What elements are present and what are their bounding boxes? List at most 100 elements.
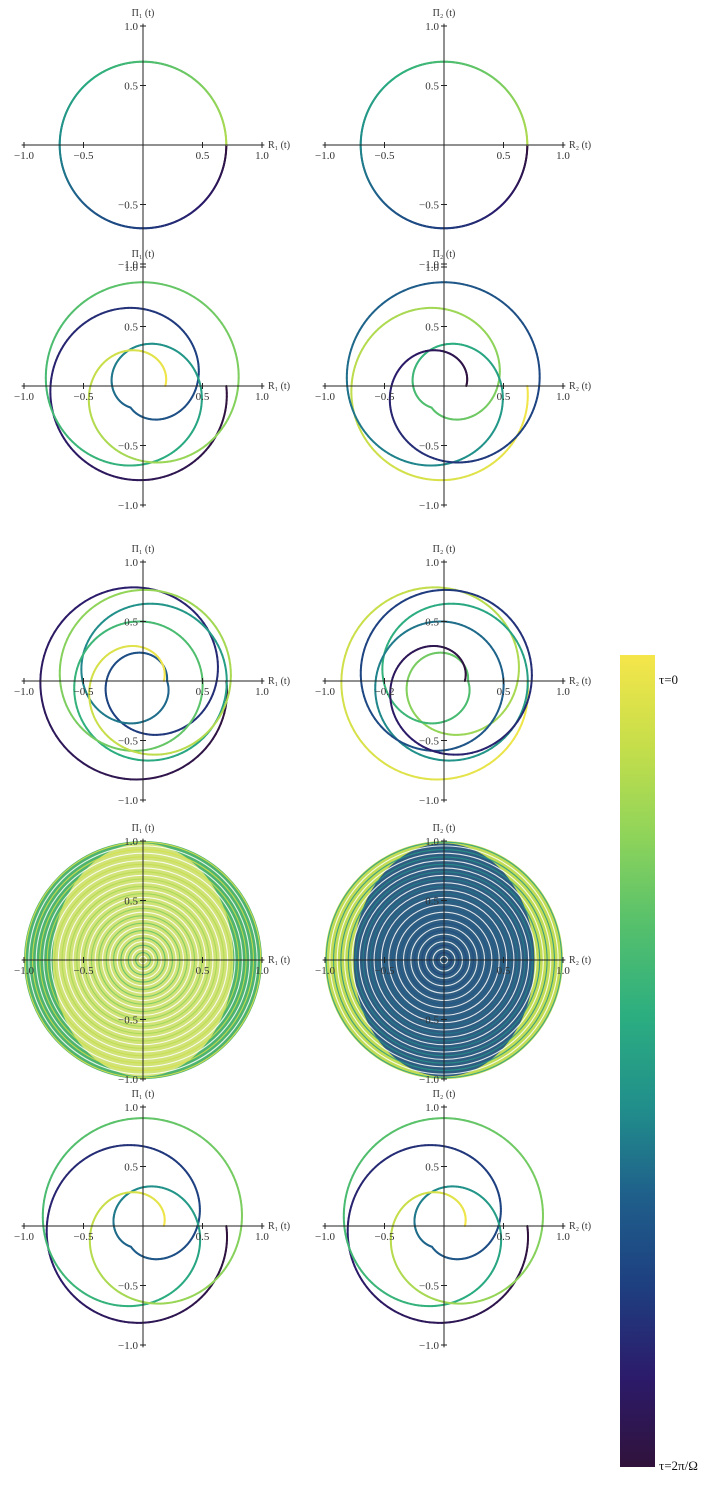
y-tick-label: −0.5: [118, 1015, 138, 1027]
x-tick-label: 0.5: [196, 965, 210, 977]
y-tick-label: 1.0: [425, 836, 439, 848]
x-axis-label: R₂ (t): [569, 955, 591, 966]
y-tick-label: 1.0: [425, 557, 439, 569]
y-tick-label: 1.0: [425, 21, 439, 33]
y-tick-label: −0.5: [118, 200, 138, 212]
trajectory-segment: [51, 729, 58, 738]
trajectory-segment: [343, 705, 348, 714]
y-tick-label: 0.5: [124, 617, 138, 629]
trajectory-segment: [160, 773, 168, 778]
trajectory-segment: [87, 765, 96, 771]
x-tick-label: 1.0: [556, 150, 570, 162]
trajectory-segment: [55, 735, 62, 743]
x-tick-label: 1.0: [255, 686, 269, 698]
y-tick-label: −1.0: [118, 500, 138, 512]
trajectory-segment: [374, 603, 382, 610]
y-tick-label: −1.0: [118, 259, 138, 271]
x-tick-label: −0.5: [74, 965, 94, 977]
x-tick-label: −0.2: [375, 686, 395, 698]
y-tick-label: 0.5: [425, 896, 439, 908]
x-tick-label: −1.0: [14, 965, 34, 977]
panel-r1-c2: −1.0 −0.5 0.5 1.0 1.0 0.5 −0.5 −1.0 R₂ (t) Π₂ (t): [315, 8, 591, 271]
trajectory-segment: [419, 586, 428, 590]
x-tick-label: −0.5: [74, 1231, 94, 1243]
x-axis-label: R₁ (t): [268, 381, 290, 392]
trajectory-segment: [148, 776, 157, 780]
panel-r4-c2: −1.0 −0.5 0.5 1.0 1.0 0.5 −0.5 −1.0 R₂ (t) Π₂ (t): [315, 823, 591, 1086]
x-tick-label: −1.0: [315, 150, 335, 162]
y-tick-label: 0.5: [124, 81, 138, 93]
trajectory-segment: [388, 765, 397, 771]
trajectory-segment: [383, 762, 391, 768]
trajectory-segment: [412, 775, 421, 779]
y-axis-label: Π₁ (t): [132, 8, 155, 19]
trajectory-segment: [99, 771, 107, 776]
trajectory-segment: [356, 735, 363, 743]
x-axis-label: R₁ (t): [268, 955, 290, 966]
trajectory-segment: [104, 773, 114, 778]
y-tick-label: 1.0: [425, 262, 439, 274]
trajectory-segment: [400, 771, 408, 776]
x-axis-label: R₂ (t): [569, 140, 591, 151]
y-axis-label: Π₂ (t): [433, 823, 456, 834]
y-axis-label: Π₁ (t): [132, 1089, 155, 1100]
trajectory-segment: [344, 648, 349, 657]
x-tick-label: −1.0: [315, 965, 335, 977]
trajectory-segment: [46, 717, 51, 726]
trajectory-segment: [348, 636, 354, 645]
trajectory-segment: [341, 660, 345, 670]
trajectory-segment: [364, 745, 371, 752]
panel-r3-c2: −1.0 −0.2 0.5 1.0 1.0 0.5 −0.5 −1.0 R₂ (t) Π₂ (t): [315, 544, 591, 807]
trajectory-segment: [77, 758, 85, 765]
trajectory-segment: [352, 729, 359, 738]
trajectory-segment: [94, 592, 103, 597]
y-axis-label: Π₂ (t): [433, 544, 456, 555]
trajectory-segment: [60, 616, 67, 623]
y-tick-label: 1.0: [124, 262, 138, 274]
trajectory-segment: [449, 776, 458, 780]
trajectory-segment: [401, 590, 410, 595]
x-tick-label: −0.5: [375, 150, 395, 162]
trajectory-segment: [40, 692, 43, 702]
trajectory-segment: [171, 768, 180, 774]
y-tick-label: 1.0: [124, 557, 138, 569]
trajectory-segment: [418, 776, 427, 780]
x-tick-label: 1.0: [556, 965, 570, 977]
trajectory-segment: [63, 745, 70, 752]
trajectory-segment: [424, 777, 433, 781]
x-tick-label: −1.0: [14, 150, 34, 162]
trajectory-segment: [45, 642, 50, 651]
panel-r2-c1: −1.0 −0.5 0.5 1.0 1.0 0.5 −0.5 −1.0 R₁ (t) Π₁ (t): [14, 249, 290, 512]
x-tick-label: 1.0: [556, 391, 570, 403]
trajectory-segment: [361, 616, 368, 623]
x-tick-label: 0.5: [497, 965, 511, 977]
x-tick-label: −0.5: [375, 965, 395, 977]
y-tick-label: −0.5: [118, 441, 138, 453]
y-tick-label: −0.5: [419, 441, 439, 453]
y-axis-label: Π₁ (t): [132, 544, 155, 555]
y-axis-label: Π₂ (t): [433, 8, 456, 19]
trajectory-segment: [53, 626, 59, 634]
trajectory-segment: [56, 620, 63, 629]
y-tick-label: 0.5: [425, 322, 439, 334]
x-tick-label: −0.5: [74, 150, 94, 162]
trajectory-segment: [466, 771, 475, 776]
trajectory-segment: [44, 711, 49, 720]
trajectory-segment: [347, 717, 352, 726]
trajectory-segment: [405, 773, 415, 778]
trajectory-segment: [82, 762, 90, 768]
trajectory-segment: [407, 588, 416, 593]
x-tick-label: 1.0: [255, 391, 269, 403]
trajectory-segment: [340, 667, 344, 676]
trajectory-segment: [40, 660, 44, 670]
x-tick-label: −0.5: [375, 391, 395, 403]
trajectory-segment: [455, 775, 464, 779]
x-axis-label: R₂ (t): [569, 676, 591, 687]
y-tick-label: 1.0: [124, 836, 138, 848]
x-tick-label: −1.0: [14, 686, 34, 698]
trajectory-segment: [351, 631, 357, 639]
y-tick-label: −1.0: [118, 1074, 138, 1086]
trajectory-segment: [39, 686, 43, 695]
y-tick-label: −1.0: [118, 1340, 138, 1352]
